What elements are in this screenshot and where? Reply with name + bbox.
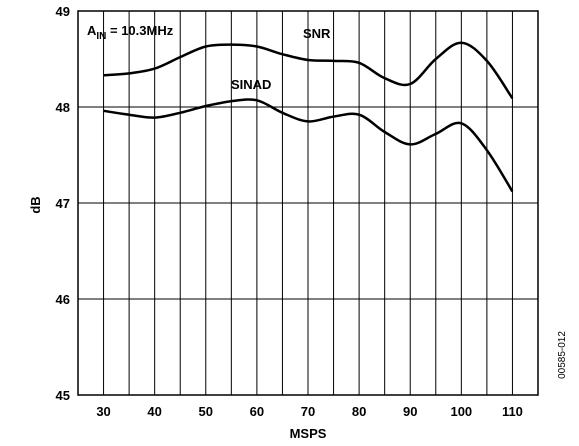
- x-tick-label: 30: [96, 404, 110, 419]
- y-tick-label: 47: [56, 196, 70, 211]
- x-tick-labels: 30 40 50 60 70 80 90 100 110: [96, 404, 523, 419]
- x-tick-label: 110: [502, 404, 523, 419]
- annotation-prefix: A: [87, 23, 97, 38]
- x-tick-label: 80: [352, 404, 366, 419]
- series-line-sinad: [103, 98, 514, 193]
- y-tick-label: 48: [56, 100, 70, 115]
- x-tick-label: 50: [199, 404, 213, 419]
- y-tick-labels: 45 46 47 48 49: [56, 4, 70, 403]
- x-axis-label: MSPS: [290, 426, 327, 441]
- series-label-sinad: SINAD: [231, 77, 271, 92]
- x-tick-label: 40: [147, 404, 161, 419]
- series-lines: [103, 41, 514, 193]
- annotation-subscript: IN: [96, 31, 106, 42]
- y-tick-label: 49: [56, 4, 70, 19]
- plot-frame: [77, 10, 539, 396]
- x-tick-label: 90: [403, 404, 417, 419]
- y-axis-label: dB: [28, 196, 43, 213]
- x-tick-label: 60: [250, 404, 264, 419]
- y-tick-label: 45: [56, 388, 70, 403]
- x-tick-label: 70: [301, 404, 315, 419]
- condition-annotation: AIN = 10.3MHz: [87, 23, 174, 42]
- series-line-snr: [103, 41, 514, 100]
- y-tick-label: 46: [56, 292, 70, 307]
- figure-id: 00585-012: [557, 331, 568, 379]
- grid: [78, 11, 538, 395]
- annotation-rest: = 10.3MHz: [106, 23, 173, 38]
- x-tick-label: 100: [450, 404, 472, 419]
- series-label-snr: SNR: [303, 26, 331, 41]
